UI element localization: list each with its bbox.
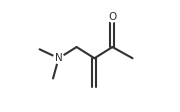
Circle shape bbox=[53, 53, 64, 63]
Text: O: O bbox=[108, 12, 116, 22]
Text: N: N bbox=[55, 53, 62, 63]
Circle shape bbox=[107, 12, 118, 22]
